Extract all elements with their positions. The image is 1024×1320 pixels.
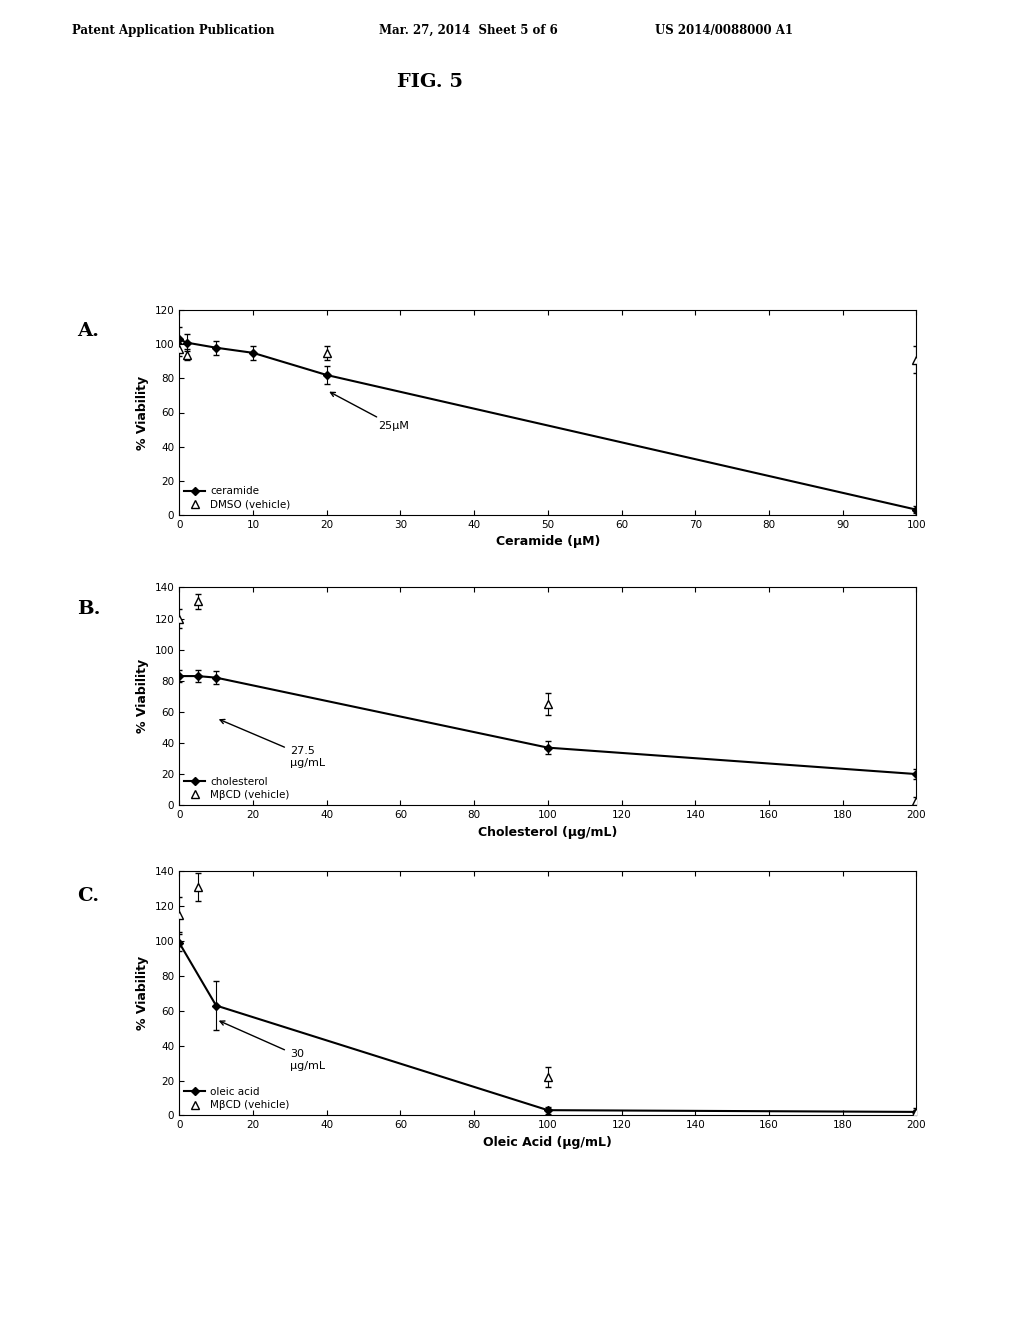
X-axis label: Ceramide (μM): Ceramide (μM): [496, 535, 600, 548]
Y-axis label: % Viability: % Viability: [136, 956, 150, 1031]
Text: US 2014/0088000 A1: US 2014/0088000 A1: [655, 24, 794, 37]
Legend: ceramide, DMSO (vehicle): ceramide, DMSO (vehicle): [184, 487, 291, 510]
Y-axis label: % Viability: % Viability: [136, 375, 150, 450]
Text: FIG. 5: FIG. 5: [397, 73, 463, 91]
Text: 25μM: 25μM: [331, 392, 410, 432]
Text: Patent Application Publication: Patent Application Publication: [72, 24, 274, 37]
Text: Mar. 27, 2014  Sheet 5 of 6: Mar. 27, 2014 Sheet 5 of 6: [379, 24, 558, 37]
Y-axis label: % Viability: % Viability: [136, 659, 150, 734]
Text: A.: A.: [77, 322, 98, 339]
Text: C.: C.: [77, 887, 99, 904]
X-axis label: Cholesterol (μg/mL): Cholesterol (μg/mL): [478, 825, 617, 838]
Legend: cholesterol, MβCD (vehicle): cholesterol, MβCD (vehicle): [184, 777, 290, 800]
X-axis label: Oleic Acid (μg/mL): Oleic Acid (μg/mL): [483, 1135, 612, 1148]
Text: 27.5
μg/mL: 27.5 μg/mL: [220, 719, 325, 768]
Text: 30
μg/mL: 30 μg/mL: [220, 1020, 325, 1071]
Legend: oleic acid, MβCD (vehicle): oleic acid, MβCD (vehicle): [184, 1088, 290, 1110]
Text: B.: B.: [77, 601, 100, 618]
